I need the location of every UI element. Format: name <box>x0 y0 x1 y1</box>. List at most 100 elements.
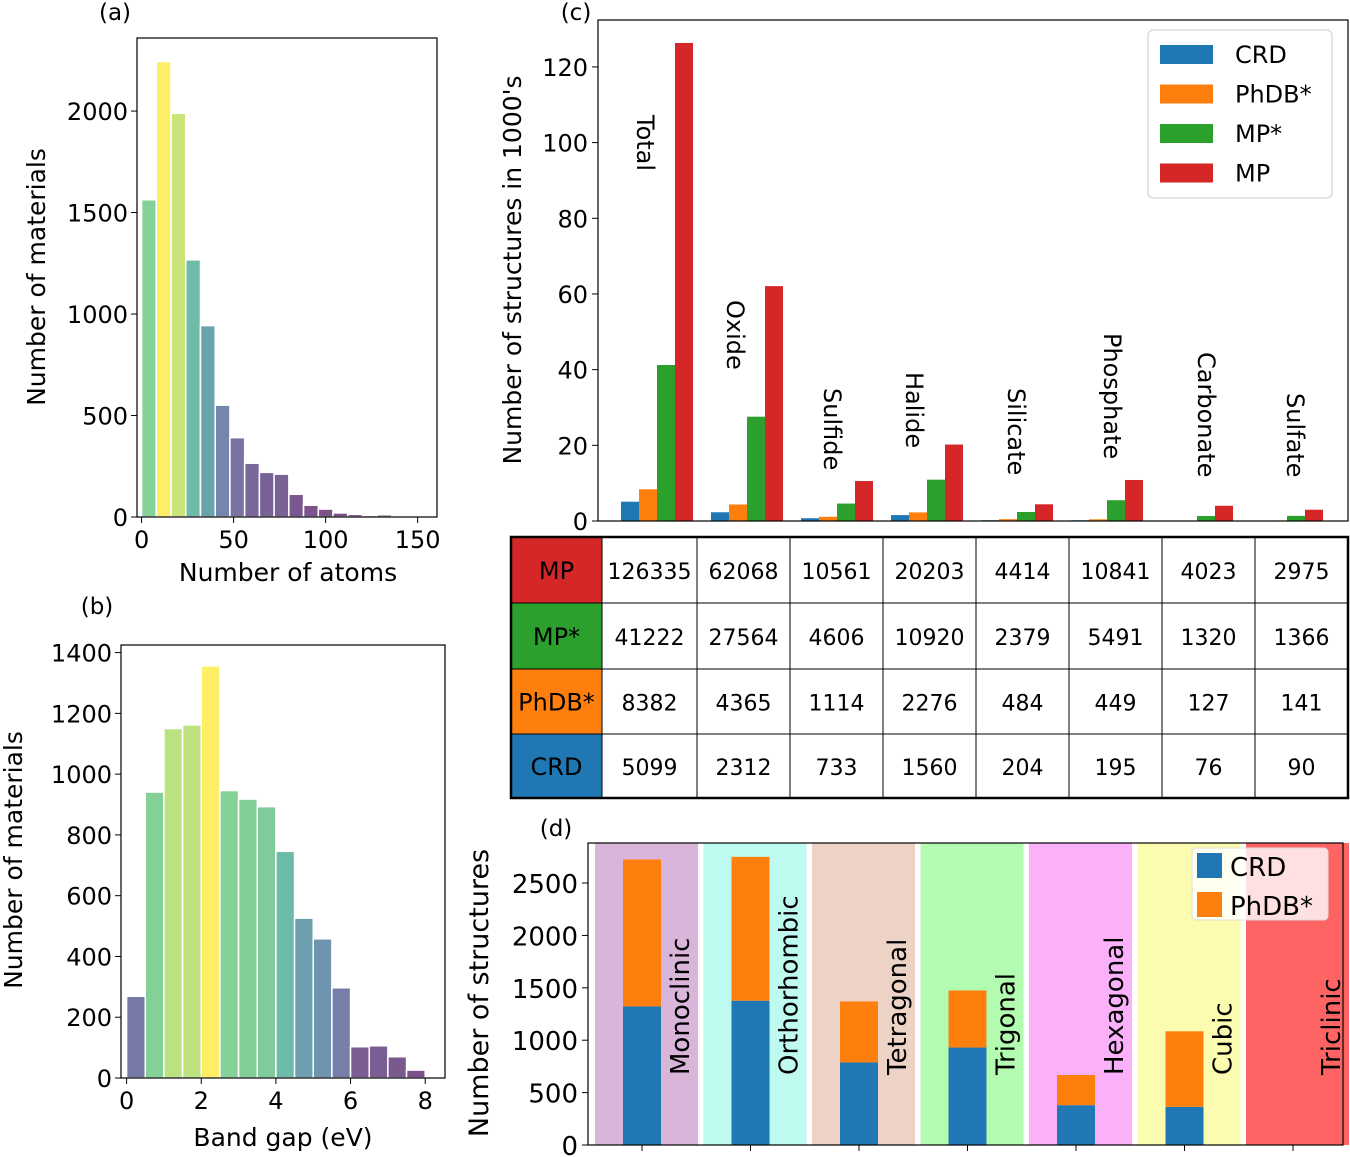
table-cell-value: 2276 <box>902 692 958 717</box>
table-cell-value: 76 <box>1195 756 1223 781</box>
panel-c-category-label: Sulfide <box>818 388 846 470</box>
panel-a-histogram-bar <box>185 259 202 518</box>
panel-c-y-tick-label: 0 <box>573 508 588 536</box>
panel-a-histogram-bar <box>288 493 305 518</box>
panel-c-y-axis-label: Number of structures in 1000's <box>498 75 527 464</box>
panel-a-y-tick-label: 500 <box>82 403 128 431</box>
panel-b-x-tick-label: 8 <box>418 1087 433 1115</box>
table-cell-value: 90 <box>1288 756 1316 781</box>
table-cell <box>789 602 884 670</box>
panel-a-histogram-bar <box>273 473 290 518</box>
panel-c-y-tick-label: 40 <box>557 357 588 385</box>
table-cell-value: 449 <box>1095 692 1137 717</box>
table-cell-value: 195 <box>1095 756 1137 781</box>
panel-d-y-tick-label: 0 <box>561 1132 578 1157</box>
table-cell-value: 4365 <box>716 692 772 717</box>
panel-c-category-label: Oxide <box>721 300 749 370</box>
panel-b-x-axis-label: Band gap (eV) <box>193 1123 372 1152</box>
table-cell <box>1254 733 1349 799</box>
table-row-label: MP* <box>533 623 580 651</box>
panel-c-bar-mp-star <box>657 365 675 521</box>
panel-d-category-label: Monoclinic <box>666 938 696 1075</box>
panel-d-bar-phdb-star <box>840 1001 878 1063</box>
table-cell-value: 4414 <box>995 560 1051 585</box>
table-cell-value: 127 <box>1188 692 1230 717</box>
panel-d-category-label: Tetragonal <box>883 939 913 1076</box>
table-cell-value: 2312 <box>716 756 772 781</box>
panel-b-x-tick-label: 0 <box>119 1087 134 1115</box>
table-cell-value: 8382 <box>622 692 678 717</box>
table-cell <box>1161 536 1256 604</box>
panel-c-table: MP 126335 62068 10561 20203 4414 10841 4023 2975… <box>509 535 1350 800</box>
panel-a-histogram-bar <box>140 199 158 518</box>
panel-b-x-tick-label: 2 <box>194 1087 209 1115</box>
table-cell-value: 5099 <box>622 756 678 781</box>
table-cell-value: 4606 <box>809 626 865 651</box>
panel-c-legend-label: MP <box>1235 160 1270 188</box>
panel-d-bar-crd <box>840 1062 878 1145</box>
panel-b-histogram-bar <box>312 938 333 1079</box>
table-cell <box>1068 733 1163 799</box>
panel-c-bar-mp-star <box>837 503 855 521</box>
panel-b-histogram-bar <box>144 791 165 1079</box>
panel-b-histogram-bar <box>405 1069 426 1079</box>
table-cell-value: 10920 <box>895 626 965 651</box>
panel-d-bar-crd <box>731 1000 770 1145</box>
panel-b-histogram-bar <box>200 665 221 1079</box>
panel-c-category-label: Silicate <box>1002 388 1030 475</box>
panel-d-panel-label: (d) <box>540 816 573 842</box>
panel-d-legend: CRD PhDB* <box>1191 847 1329 922</box>
table-cell-value: 733 <box>816 756 858 781</box>
panel-c-legend-label: CRD <box>1235 41 1287 69</box>
table-cell <box>601 536 698 604</box>
panel-c-bar-phdb-star <box>639 489 657 521</box>
panel-d-bar-crd <box>1057 1105 1095 1145</box>
panel-c-y-tick-label: 20 <box>557 432 588 460</box>
table-cell <box>696 602 791 670</box>
panel-d-legend-swatch <box>1197 853 1222 878</box>
panel-d-y-tick-label: 2500 <box>512 870 578 900</box>
table-cell-value: 2975 <box>1274 560 1330 585</box>
table-cell-value: 20203 <box>895 560 965 585</box>
panel-c-panel-label: (c) <box>561 0 592 26</box>
table-cell-value: 141 <box>1281 692 1323 717</box>
panel-d-bar-crd <box>1165 1106 1204 1145</box>
panel-a-histogram-bar <box>214 404 231 518</box>
table-cell-value: 1320 <box>1181 626 1237 651</box>
table-cell-value: 204 <box>1002 756 1044 781</box>
panel-a-axes-frame <box>136 37 438 518</box>
panel-a-y-axis-label: Number of materials <box>22 148 51 406</box>
panel-d-legend-swatch <box>1197 892 1222 917</box>
table-cell-value: 2379 <box>995 626 1051 651</box>
panel-c-bar-mp-star <box>927 479 945 521</box>
panel-a-histogram-bar <box>258 471 275 518</box>
table-cell <box>1161 668 1256 735</box>
panel-d-category-label: Trigonal <box>992 973 1022 1076</box>
panel-a-histogram-bar <box>170 112 187 518</box>
panel-d-category-label: Orthorhombic <box>775 895 805 1075</box>
table-cell <box>601 733 698 799</box>
panel-b-histogram-bar <box>331 987 352 1079</box>
panel-d-legend-label: PhDB* <box>1230 892 1313 922</box>
panel-c-bar-phdb-star <box>819 516 837 521</box>
table-cell-value: 1114 <box>809 692 865 717</box>
panel-c-y-tick-label: 120 <box>542 54 588 82</box>
table-row-header-cell <box>510 668 603 735</box>
panel-a-x-tick-label: 50 <box>218 526 249 554</box>
panel-c-category-label: Sulfate <box>1281 393 1309 477</box>
panel-c-category-label: Carbonate <box>1192 352 1220 477</box>
panel-c-legend-swatch <box>1160 84 1213 104</box>
table-cell-value: 41222 <box>615 626 685 651</box>
table-cell <box>1161 602 1256 670</box>
panel-b-y-axis-label: Number of materials <box>0 731 28 989</box>
panel-c-y-tick-label: 100 <box>542 130 588 158</box>
panel-b-y-tick-label: 1400 <box>51 640 112 668</box>
panel-d-bar-phdb-star <box>731 856 770 1001</box>
table-cell <box>975 668 1070 735</box>
panel-a-histogram-bar <box>199 324 216 518</box>
table-cell-value: 62068 <box>709 560 779 585</box>
panel-a-histogram-bar <box>317 508 334 518</box>
panel-b-y-tick-label: 1000 <box>51 761 112 789</box>
panel-b-axes-frame <box>120 644 446 1079</box>
